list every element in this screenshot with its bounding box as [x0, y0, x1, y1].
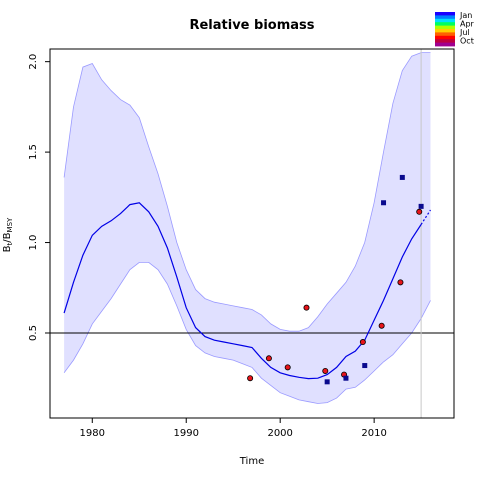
legend-color-swatch — [435, 35, 455, 40]
axes: 1980 1990 2000 2010 0.5 1.0 1.5 2.0 — [28, 48, 455, 439]
observation-point-1 — [378, 322, 385, 329]
legend-color-swatch — [435, 22, 455, 26]
x-axis-label: Time — [239, 456, 264, 467]
observation-point-1 — [265, 355, 272, 362]
y-tick-label: 0.5 — [28, 325, 39, 341]
y-tick-label: 2.0 — [28, 54, 39, 70]
y-axis-label-main: B — [2, 245, 13, 252]
ci-upper-line — [63, 52, 431, 332]
legend-label: Apr — [460, 20, 475, 29]
biomass-projection-line — [420, 209, 432, 225]
legend-color-swatch — [435, 39, 455, 43]
plot-area — [50, 49, 454, 418]
y-tick-label: 1.5 — [28, 144, 39, 160]
x-tick-label: 2000 — [267, 428, 292, 439]
legend-label: Oct — [460, 37, 474, 46]
observation-point-1 — [247, 375, 254, 382]
observation-point-1 — [397, 279, 404, 286]
chart-title: Relative biomass — [189, 18, 314, 33]
y-axis-label-sub2: MSY — [6, 217, 14, 232]
observation-point-1 — [303, 304, 310, 311]
legend-color-swatch — [435, 32, 455, 37]
x-tick-label: 1990 — [174, 428, 199, 439]
confidence-band — [64, 52, 431, 404]
ci-lower-line — [63, 261, 431, 404]
legend-color-swatch — [435, 18, 455, 23]
y-axis-label-mid: /B — [2, 232, 13, 242]
observation-point-2 — [399, 174, 405, 180]
legend-color-swatch — [435, 42, 455, 47]
legend-color-swatch — [435, 15, 455, 20]
observation-point-1 — [284, 364, 291, 371]
legend-color-swatch — [435, 25, 455, 30]
y-axis-label: Bt/BMSY — [2, 217, 14, 252]
y-tick-label: 1.0 — [28, 235, 39, 251]
observation-point-1 — [359, 339, 366, 346]
observation-point-1 — [416, 208, 423, 215]
observation-point-2 — [362, 363, 368, 369]
x-tick-label: 1980 — [80, 428, 105, 439]
legend-color-swatch — [435, 12, 455, 16]
plot-frame — [49, 48, 455, 419]
legend-label: Jul — [459, 28, 470, 37]
observation-point-2 — [324, 379, 330, 385]
y-axis-label-sub1: t — [6, 242, 14, 245]
observation-point-2 — [418, 203, 424, 209]
observation-point-2 — [381, 200, 387, 206]
observation-point-1 — [322, 367, 329, 374]
legend-label: Jan — [459, 11, 472, 20]
legend-color-swatch — [435, 29, 455, 33]
observation-point-2 — [343, 375, 349, 381]
x-tick-label: 2010 — [361, 428, 386, 439]
